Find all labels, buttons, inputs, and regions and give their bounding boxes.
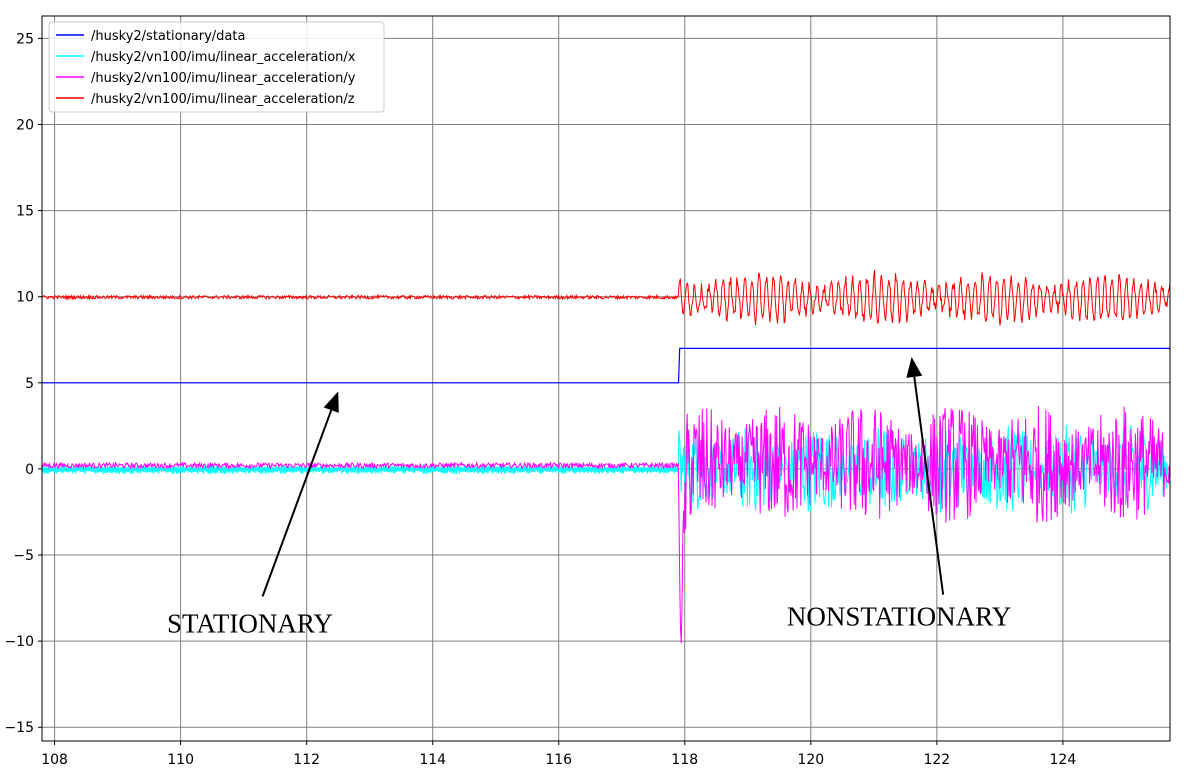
legend-box xyxy=(48,21,385,113)
plot-frame xyxy=(41,15,1171,742)
x-tick-label: 108 xyxy=(41,752,68,768)
x-tick-label: 110 xyxy=(167,752,194,768)
annotation-label: NONSTATIONARY xyxy=(787,602,1011,632)
series-accel-y-line xyxy=(41,405,1171,644)
x-tick-label: 116 xyxy=(545,752,572,768)
x-tick-label: 112 xyxy=(293,752,320,768)
y-tick-label: 10 xyxy=(16,290,34,306)
x-tick-label: 120 xyxy=(797,752,824,768)
y-tick-label: 20 xyxy=(16,117,34,133)
annotation-arrow-head xyxy=(906,357,923,378)
y-tick-label: 0 xyxy=(25,462,34,478)
legend-entry: /husky2/vn100/imu/linear_acceleration/x xyxy=(91,50,356,65)
x-tick-label: 124 xyxy=(1050,752,1077,768)
legend-entry: /husky2/vn100/imu/linear_acceleration/y xyxy=(91,71,356,86)
annotation-label: STATIONARY xyxy=(167,609,333,639)
x-tick-label: 114 xyxy=(419,752,446,768)
x-tick-label: 122 xyxy=(923,752,950,768)
annotation-arrow-shaft xyxy=(913,376,945,595)
y-tick-label: 5 xyxy=(25,376,34,392)
y-tick-label: 15 xyxy=(16,204,34,220)
legend-entry: /husky2/stationary/data xyxy=(91,29,245,44)
series-accel-x-line xyxy=(41,425,1171,514)
legend-entry: /husky2/vn100/imu/linear_acceleration/z xyxy=(91,92,355,107)
plot-area xyxy=(41,270,1171,644)
y-tick-label: −5 xyxy=(13,548,34,564)
x-tick-label: 118 xyxy=(671,752,698,768)
annotations: STATIONARY NONSTATIONARY xyxy=(167,357,1011,639)
series-stationary-data-line xyxy=(42,347,1170,384)
axis-ticks: 108 110 112 114 116 118 120 122 124 −15 −10 −5 0 5 10 1… xyxy=(4,31,1076,768)
y-tick-label: −10 xyxy=(4,634,34,650)
annotation-arrow-head xyxy=(323,391,339,413)
y-tick-label: −15 xyxy=(4,720,34,736)
y-tick-label: 25 xyxy=(16,31,34,47)
legend: /husky2/stationary/data/husky2/vn100/imu… xyxy=(48,21,385,113)
series-accel-z-line xyxy=(41,270,1171,326)
annotation-arrow-shaft xyxy=(261,409,333,597)
